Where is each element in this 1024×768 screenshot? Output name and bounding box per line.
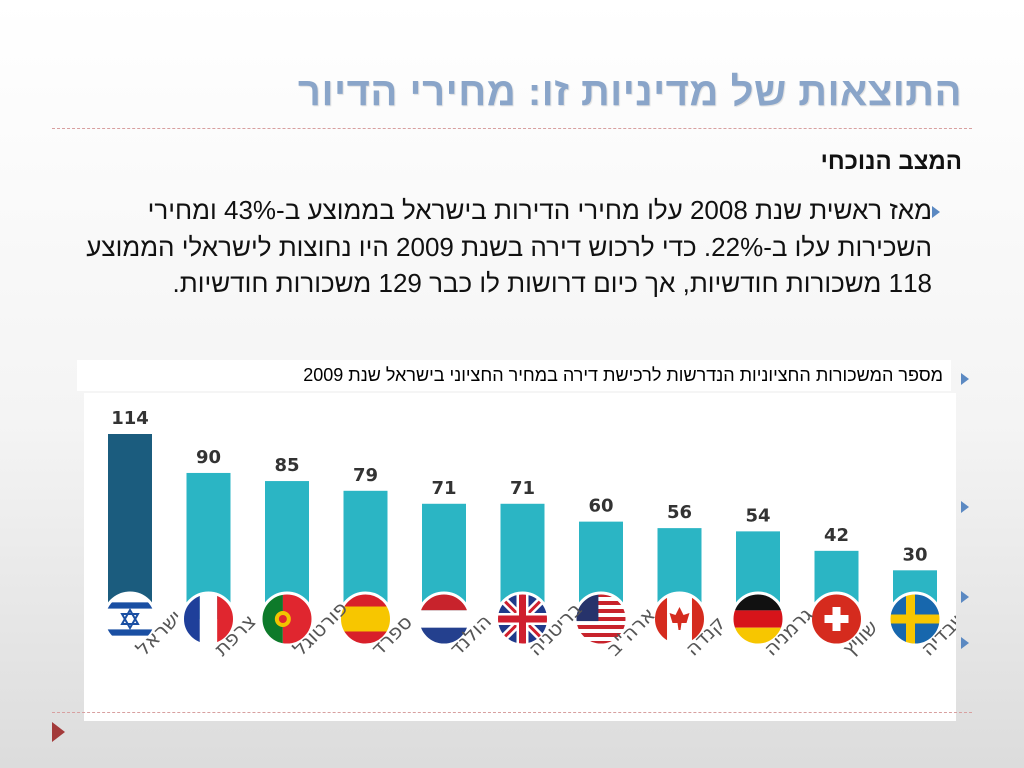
bar-value-label: 56 [667,502,692,523]
bar-value-label: 79 [353,465,378,486]
bar-chart: 114ישראל90צרפת85פורטוגל79ספרד71הולנד71בר… [102,408,956,661]
bar-value-label: 54 [745,505,770,526]
bar-value-label: 42 [824,525,849,546]
footer-divider [52,712,972,713]
flag-ring [730,591,786,647]
bullet-arrow-icon [961,637,969,649]
flag-ring [887,591,943,647]
bar-value-label: 85 [274,455,299,476]
flag-ring [259,591,315,647]
bullet-arrow-icon [961,591,969,603]
flag-ring [102,591,158,647]
bar-value-label: 71 [510,478,535,499]
next-slide-arrow-icon[interactable] [52,722,65,742]
bar-value-label: 90 [196,447,221,468]
flag-ring [338,591,393,647]
flag-ring [495,591,550,647]
bar-value-label: 60 [588,496,613,517]
bar-0 [108,434,152,619]
flag-ring [181,591,236,647]
body-paragraph: מאז ראשית שנת 2008 עלו מחירי הדירות בישר… [86,195,932,298]
chart-panel: 114 ישראל 90 צרפת 85 פורטוגל 79 ספרד 71 הולנד 71 בר… [84,393,956,721]
title-divider [52,128,972,129]
subheading: המצב הנוכחי [820,148,962,175]
chart-caption: מספר המשכורות החציוניות הנדרשות לרכישת ד… [77,360,951,391]
bar-value-label: 71 [431,478,456,499]
bar-value-label: 30 [902,544,927,565]
flag-ring [416,591,472,647]
bullet-arrow-icon [961,501,969,513]
flag-ring [652,591,707,647]
flag-ring [809,591,864,647]
bar-value-label: 114 [111,408,149,429]
slide-title: התוצאות של מדיניות זו: מחירי הדיור [297,70,962,114]
flag-ring [573,591,629,647]
bullet-arrow-icon [932,206,940,218]
bullet-arrow-icon [961,373,969,385]
